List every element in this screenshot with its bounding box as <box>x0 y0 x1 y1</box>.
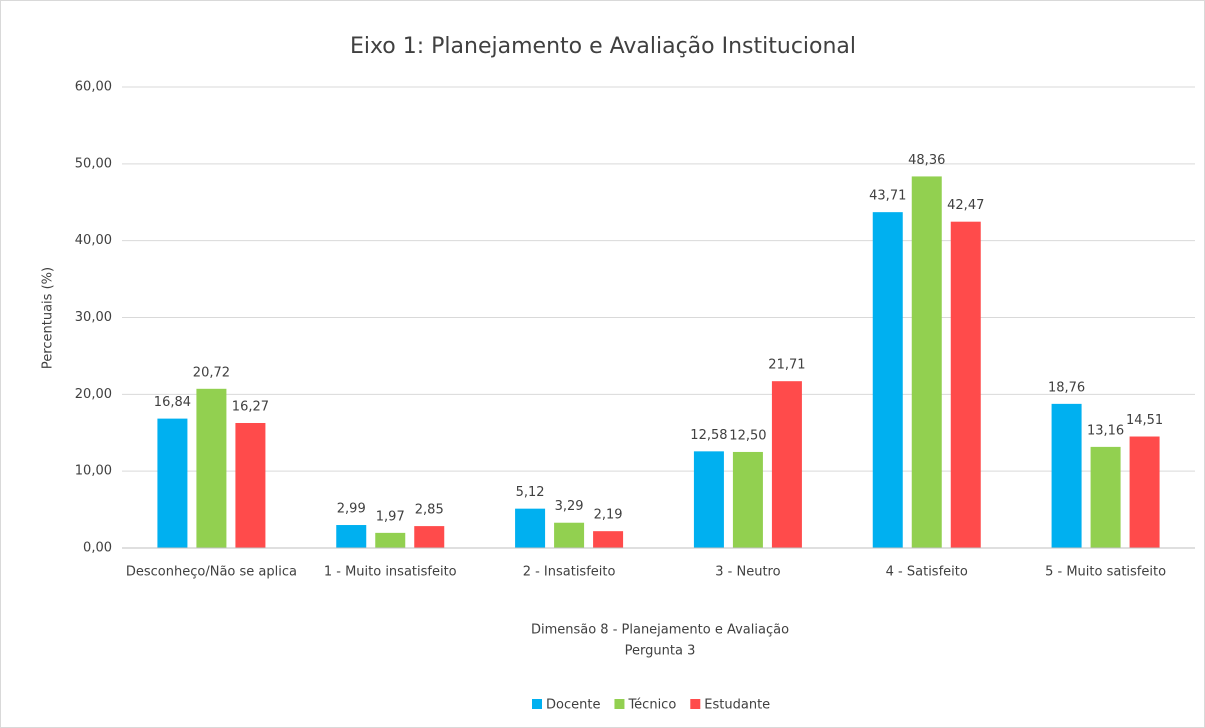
bar <box>235 422 266 548</box>
bar <box>1090 446 1121 548</box>
data-label: 1,97 <box>376 509 405 524</box>
y-tick-label: 50,00 <box>75 156 112 171</box>
bar <box>515 508 546 548</box>
data-label: 12,50 <box>729 428 766 443</box>
x-axis-title: Pergunta 3 <box>625 644 696 659</box>
data-label: 14,51 <box>1126 413 1163 428</box>
chart-title: Eixo 1: Planejamento e Avaliação Institu… <box>350 34 856 59</box>
y-axis-title: Percentuais (%) <box>41 267 56 369</box>
x-tick-label: 5 - Muito satisfeito <box>1045 565 1166 580</box>
bar <box>554 522 585 548</box>
data-label: 2,99 <box>337 502 366 517</box>
legend-swatch <box>614 699 625 709</box>
data-label: 16,84 <box>154 395 191 410</box>
legend-label: Estudante <box>704 698 770 713</box>
bar <box>732 451 763 548</box>
data-label: 21,71 <box>768 358 805 373</box>
data-label: 12,58 <box>690 428 727 443</box>
x-tick-label: Desconheço/Não se aplica <box>126 565 297 580</box>
data-label: 3,29 <box>555 499 584 514</box>
bar <box>693 451 724 548</box>
bar <box>911 176 942 548</box>
y-tick-label: 20,00 <box>75 387 112 402</box>
x-tick-label: 4 - Satisfeito <box>886 565 968 580</box>
y-tick-label: 40,00 <box>75 233 112 248</box>
y-tick-label: 0,00 <box>83 541 112 556</box>
bar <box>593 531 624 548</box>
data-label: 5,12 <box>516 485 545 500</box>
legend-swatch <box>690 699 701 709</box>
x-tick-label: 2 - Insatisfeito <box>523 565 616 580</box>
y-tick-label: 30,00 <box>75 310 112 325</box>
data-label: 18,76 <box>1048 380 1085 395</box>
y-tick-label: 60,00 <box>75 80 112 95</box>
x-axis-title: Dimensão 8 - Planejamento e Avaliação <box>531 623 789 638</box>
bar <box>950 221 981 548</box>
data-label: 13,16 <box>1087 423 1124 438</box>
data-label: 16,27 <box>232 399 269 414</box>
data-label: 43,71 <box>869 189 906 204</box>
bar <box>336 525 367 548</box>
bar <box>1129 436 1160 548</box>
y-tick-label: 10,00 <box>75 464 112 479</box>
legend-label: Técnico <box>627 698 676 713</box>
legend-label: Docente <box>546 698 600 713</box>
bar <box>196 388 227 548</box>
x-tick-label: 1 - Muito insatisfeito <box>324 565 457 580</box>
bar <box>414 526 445 548</box>
x-tick-label: 3 - Neutro <box>715 565 780 580</box>
bar <box>771 381 802 548</box>
data-label: 48,36 <box>908 153 945 168</box>
bar <box>1051 403 1082 548</box>
data-label: 2,19 <box>594 508 623 523</box>
legend-swatch <box>532 699 542 709</box>
bar <box>872 212 903 548</box>
bar <box>375 532 406 548</box>
data-label: 20,72 <box>193 365 230 380</box>
data-label: 42,47 <box>947 198 984 213</box>
data-label: 2,85 <box>415 503 444 518</box>
bar <box>157 418 188 548</box>
